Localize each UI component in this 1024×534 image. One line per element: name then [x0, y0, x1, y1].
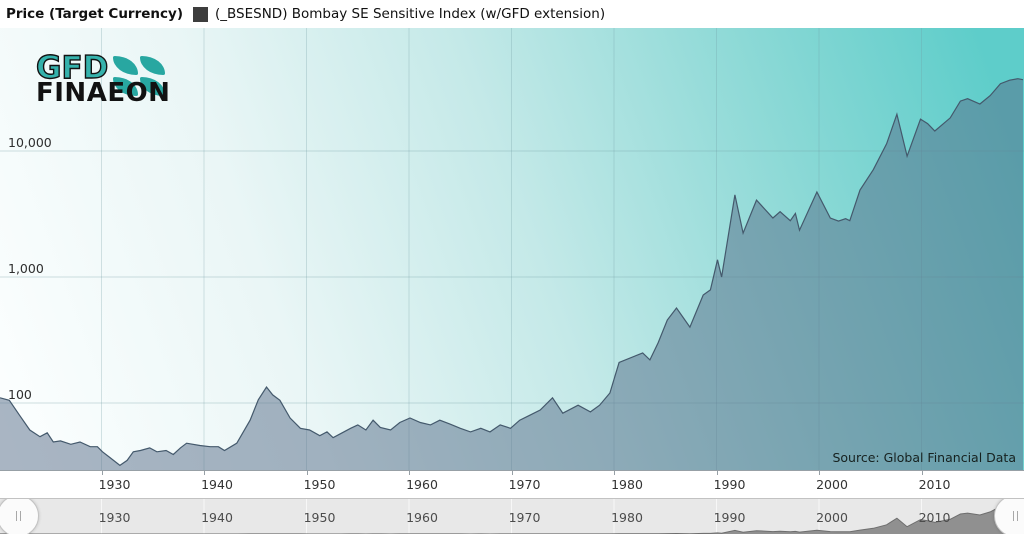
navigator-mini-chart[interactable] [0, 499, 1024, 534]
leaf-icon [140, 56, 166, 75]
x-tick-label: 2010 [918, 477, 951, 492]
x-tick-label: 1940 [201, 477, 233, 492]
x-tick-label: 1990 [713, 477, 746, 492]
x-tick-label: 1980 [611, 477, 643, 492]
chart-header: Price (Target Currency) (_BSESND) Bombay… [0, 0, 1024, 28]
navigator-tick-label: 1970 [508, 510, 541, 525]
source-note: Source: Global Financial Data [832, 450, 1016, 465]
x-tick-label: 2000 [816, 477, 848, 492]
x-tick-mark [614, 471, 615, 475]
navigator-tick-label: 1980 [611, 510, 643, 525]
leaf-icon [113, 56, 139, 75]
navigator-tick-label: 1950 [303, 510, 336, 525]
x-tick-mark [511, 471, 513, 475]
y-tick-label: 100 [8, 387, 32, 402]
logo-petals [113, 56, 166, 96]
grip-icon [1016, 511, 1018, 521]
y-tick-label: 10,000 [8, 135, 52, 150]
logo-gfd-text: GFD [35, 50, 109, 86]
y-tick-label: 1,000 [8, 261, 44, 276]
gfd-finaeon-logo: GFD FINAEON [35, 50, 171, 108]
x-tick-label: 1960 [406, 477, 438, 492]
price-series-chart[interactable] [0, 28, 1024, 470]
legend-series-label: (_BSESND) Bombay SE Sensitive Index (w/G… [215, 6, 606, 22]
x-tick-label: 1930 [98, 477, 131, 492]
legend-swatch-icon [193, 6, 208, 22]
navigator-tick-label: 2010 [918, 510, 951, 525]
x-tick-mark [306, 471, 308, 475]
legend-item[interactable]: (_BSESND) Bombay SE Sensitive Index (w/G… [193, 6, 605, 22]
navigator-tick-label: 1960 [406, 510, 438, 525]
plot-area[interactable]: GFD FINAEON 100 1,000 10,000 Source: Globa… [0, 28, 1024, 470]
x-tick-mark [921, 471, 923, 475]
grip-icon [1012, 511, 1014, 521]
grip-icon [19, 511, 21, 521]
navigator-left-handle[interactable] [0, 499, 39, 534]
grip-icon [15, 511, 17, 521]
x-tick-label: 1970 [508, 477, 541, 492]
range-navigator[interactable]: 1930 1940 1950 1960 1970 1980 1990 2000 2010 [0, 498, 1024, 534]
logo-finaeon-text: FINAEON [36, 78, 171, 108]
navigator-tick-label: 2000 [816, 510, 848, 525]
chart-title: Price (Target Currency) [6, 6, 183, 22]
x-tick-mark [204, 471, 205, 475]
navigator-right-handle[interactable] [994, 499, 1024, 534]
x-tick-mark [101, 471, 103, 475]
x-tick-mark [819, 471, 820, 475]
x-tick-label: 1950 [303, 477, 336, 492]
x-tick-mark [409, 471, 410, 475]
x-tick-mark [716, 471, 718, 475]
navigator-tick-label: 1990 [713, 510, 746, 525]
navigator-tick-label: 1930 [98, 510, 131, 525]
navigator-tick-label: 1940 [201, 510, 233, 525]
x-axis: 1930 1940 1950 1960 1970 1980 1990 2000 2010 [0, 470, 1024, 498]
